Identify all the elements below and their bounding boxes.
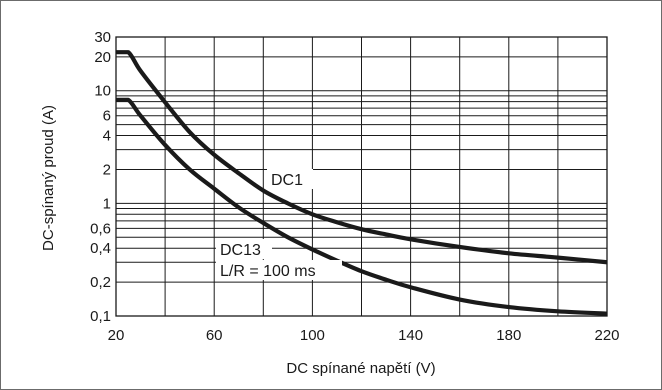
y-tick-label: 30 [94, 29, 111, 46]
x-tick-label: 140 [398, 327, 423, 344]
lr-label: L/R = 100 ms [220, 263, 316, 280]
dc1-label: DC1 [271, 172, 303, 189]
x-tick-labels: 20 60 100 140 180 220 [108, 327, 620, 344]
x-tick-label: 20 [108, 327, 125, 344]
y-tick-label: 20 [94, 49, 111, 66]
plot-area [115, 36, 608, 317]
y-tick-label: 0,2 [90, 274, 111, 291]
y-tick-label: 0,4 [90, 240, 111, 257]
x-tick-label: 220 [594, 327, 619, 344]
y-tick-label: 2 [103, 161, 111, 178]
y-tick-labels: 0,1 0,2 0,4 0,6 1 2 4 6 10 20 30 [90, 29, 111, 325]
x-axis-label: DC spínané napětí (V) [286, 360, 435, 377]
y-tick-label: 10 [94, 83, 111, 100]
lr-label-bg [216, 260, 342, 280]
y-tick-label: 4 [103, 128, 111, 145]
series-line-dc1 [116, 50, 608, 265]
y-tick-label: 1 [103, 195, 111, 212]
y-tick-label: 0,1 [90, 308, 111, 325]
dc13-label: DC13 [220, 242, 261, 259]
curves [116, 50, 608, 316]
series-line-dc13 [116, 97, 608, 316]
x-tick-label: 180 [496, 327, 521, 344]
y-axis-label: DC-spínaný proud (A) [40, 105, 57, 251]
dc13-label-bg [216, 239, 272, 259]
x-tick-label: 100 [300, 327, 325, 344]
x-tick-label: 60 [206, 327, 223, 344]
y-tick-label: 0,6 [90, 220, 111, 237]
grid [116, 37, 607, 316]
dc1-label-bg [267, 169, 313, 189]
y-tick-label: 6 [103, 108, 111, 125]
